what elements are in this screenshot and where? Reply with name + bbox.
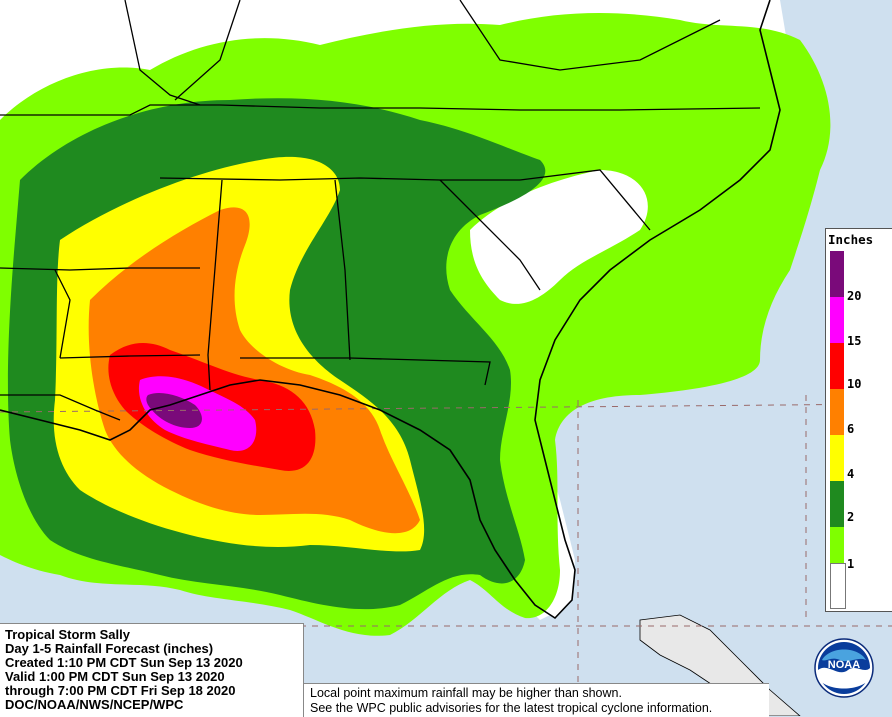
coastline [0,0,781,620]
legend-swatch-6 [830,389,844,435]
legend-swatch-2 [830,481,844,527]
dry-area-carolinas [470,170,648,304]
legend-tick-2: 2 [847,510,855,524]
state-borders [0,0,761,421]
color-legend: Inches 20 15 10 6 4 2 1 [825,228,892,612]
disclaimer-box: Local point maximum rainfall may be high… [303,683,769,717]
noaa-logo-text: NOAA [828,659,860,671]
legend-swatch-20plus [830,251,844,297]
source-credit: DOC/NOAA/NWS/NCEP/WPC [5,697,184,712]
legend-tick-1: 1 [847,557,855,571]
noaa-logo: NOAA [814,638,874,698]
legend-swatch-10 [830,343,844,389]
legend-tick-4: 4 [847,467,855,481]
storm-name: Tropical Storm Sally [5,627,130,642]
rain-6in-area [88,207,420,534]
legend-swatch-0 [830,563,846,609]
through-time: through 7:00 PM CDT Fri Sep 18 2020 [5,683,236,698]
legend-tick-6: 6 [847,422,855,436]
legend-swatch-15 [830,297,844,343]
legend-tick-15: 15 [847,334,862,348]
disclaimer-line-1: Local point maximum rainfall may be high… [310,686,622,700]
disclaimer-line-2: See the WPC public advisories for the la… [310,701,713,715]
legend-tick-20: 20 [847,289,862,303]
legend-tick-10: 10 [847,377,862,391]
valid-time: Valid 1:00 PM CDT Sun Sep 13 2020 [5,669,225,684]
legend-title: Inches [828,232,874,247]
legend-swatch-4 [830,435,844,481]
legend-swatch-1 [830,527,844,563]
forecast-info-box: Tropical Storm Sally Day 1-5 Rainfall Fo… [0,623,304,717]
rain-20in-area [146,393,202,428]
forecast-title: Day 1-5 Rainfall Forecast (inches) [5,641,214,656]
created-time: Created 1:10 PM CDT Sun Sep 13 2020 [5,655,243,670]
